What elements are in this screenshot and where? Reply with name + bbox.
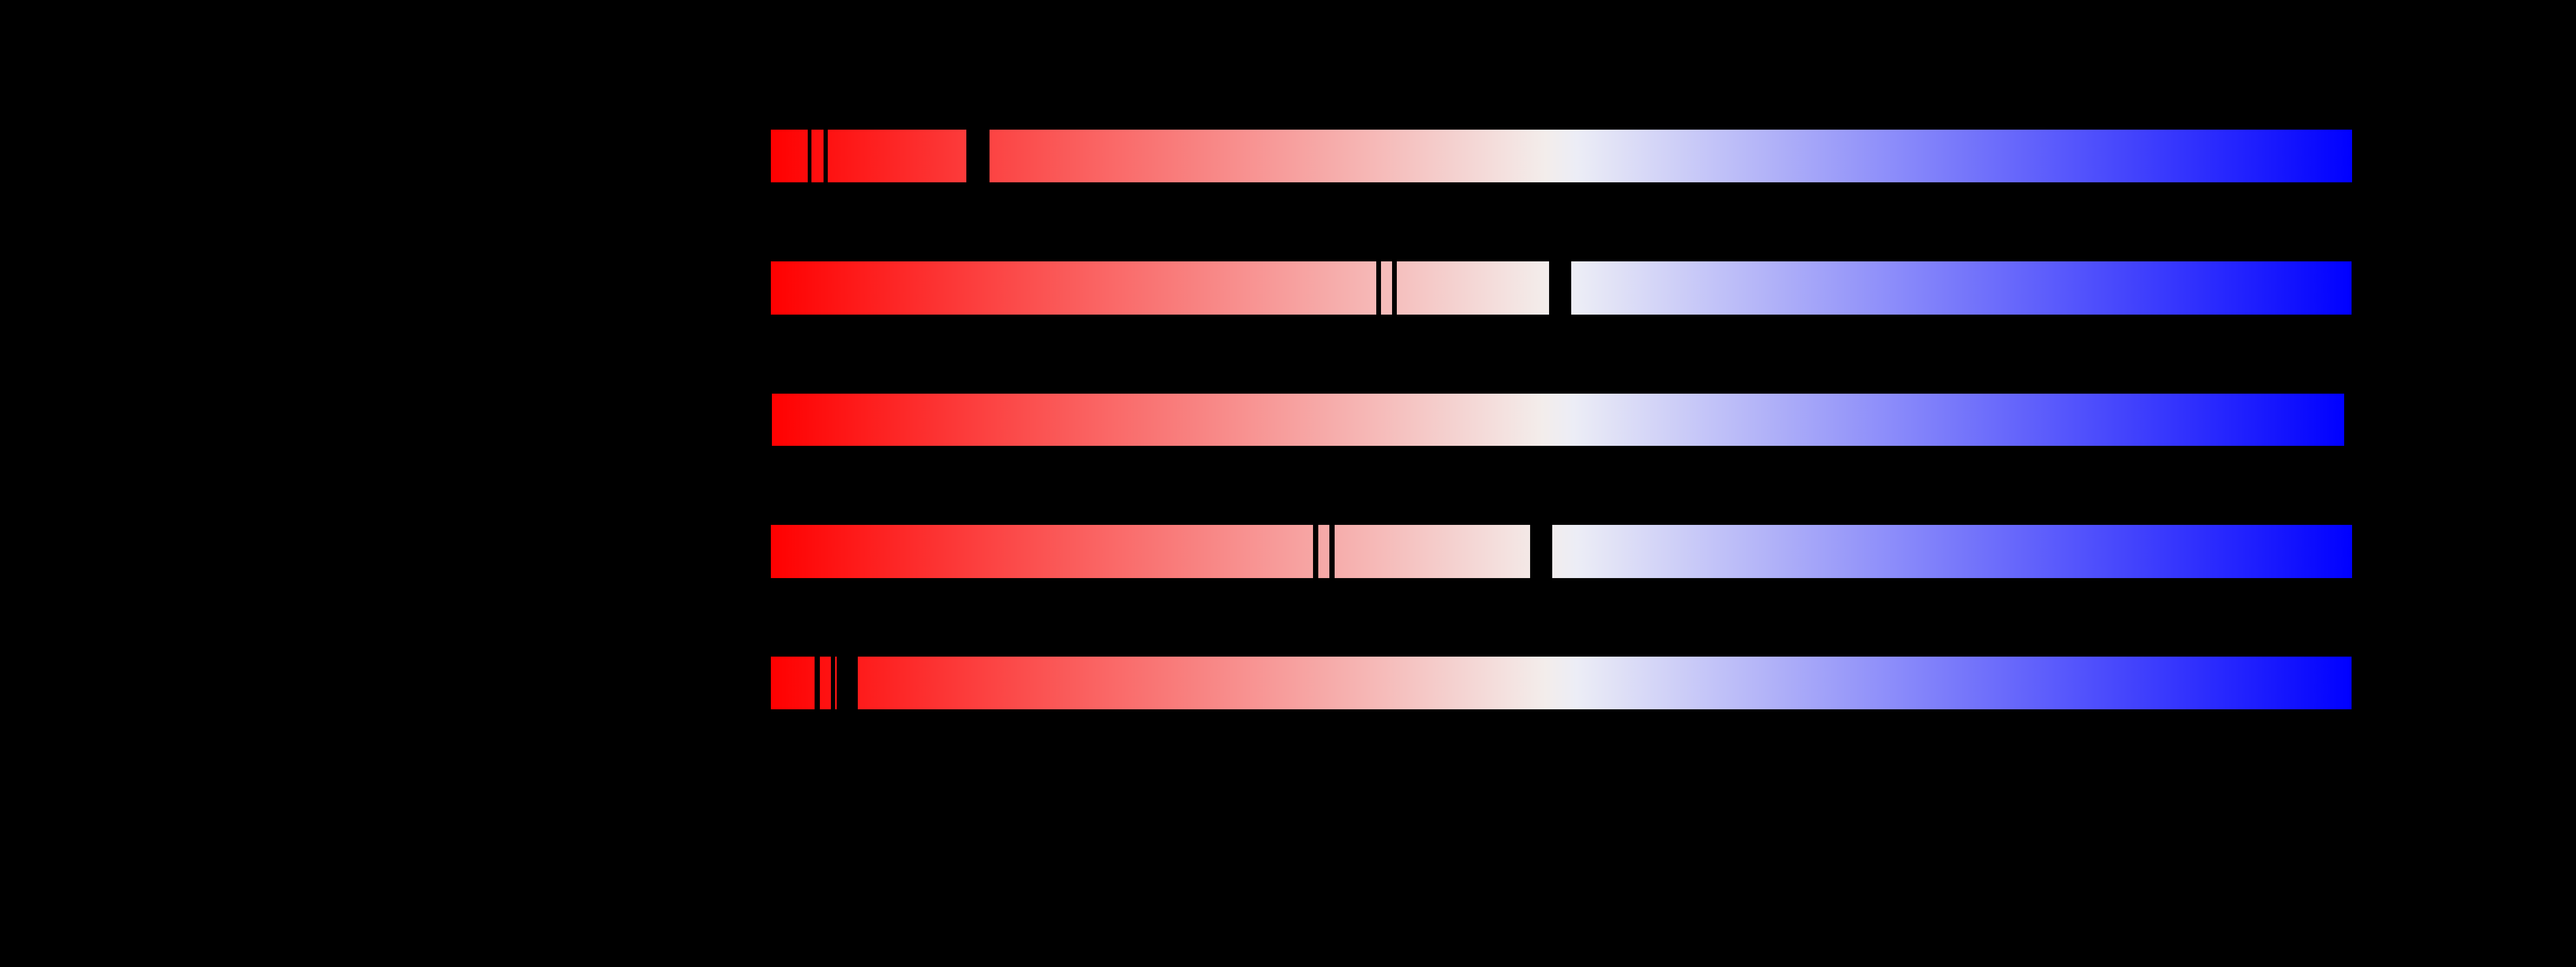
gradient-bar-5 [771,656,2352,710]
bar-gap [1392,261,1397,315]
bar-gap [808,129,811,183]
bar-gap [966,129,990,183]
gradient-bar-2 [771,261,2352,315]
gradient-bar-3 [772,394,2344,446]
bar-gap [1329,524,1335,579]
bar-gap [815,656,820,710]
bar-gap [1530,524,1552,579]
bar-gap [1549,261,1571,315]
bar-gap [1376,261,1381,315]
bar-gap [824,129,828,183]
bar-gap [837,656,858,710]
gradient-bar-4 [771,524,2352,579]
gradient-bar-1 [771,129,2352,183]
bar-gap [831,656,835,710]
bar-gap [1313,524,1318,579]
